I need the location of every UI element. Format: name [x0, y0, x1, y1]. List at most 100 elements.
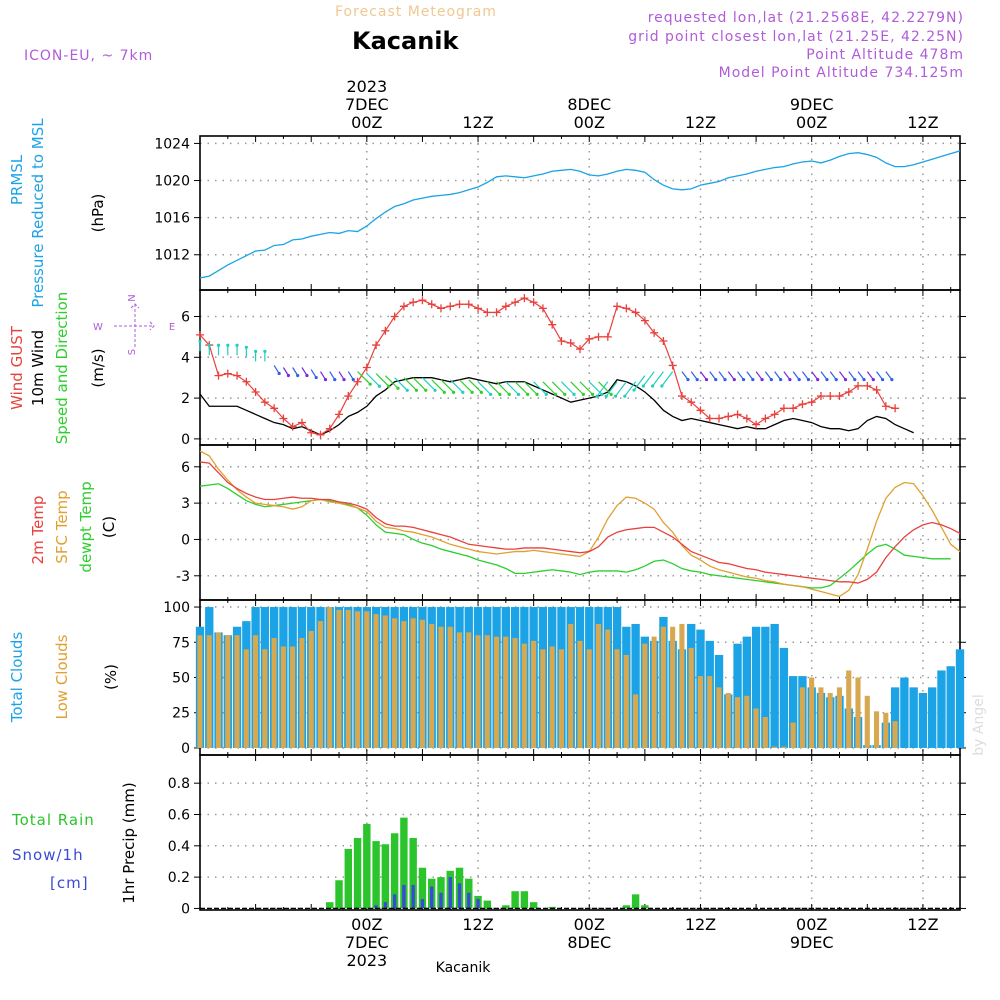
low-cloud-bar [679, 623, 685, 748]
gust-marker [752, 420, 761, 429]
model-label: ICON-EU, ~ 7km [24, 48, 153, 64]
low-cloud-bar [419, 619, 425, 748]
wind-arrow-head [723, 377, 727, 382]
y-tick-label: 75 [172, 635, 190, 651]
gust-marker [316, 430, 325, 439]
wind-arrow [394, 377, 408, 391]
gust-marker [511, 298, 520, 307]
wind-arrow-head [595, 394, 599, 398]
wind-arrow [431, 379, 445, 393]
low-cloud-bar [818, 687, 824, 748]
rain-bar [390, 833, 399, 909]
gust-marker [742, 414, 751, 423]
gust-marker [474, 304, 483, 313]
gust-marker [344, 392, 353, 401]
y-tick-label: 1012 [154, 248, 190, 264]
snow-bar [457, 883, 462, 909]
gust-marker [260, 398, 269, 407]
wind-arrow-head [286, 373, 291, 378]
low-cloud-bar [558, 649, 564, 748]
y-tick-label: 4 [181, 350, 190, 366]
wind-arrow [357, 371, 371, 385]
gust-marker [872, 385, 881, 394]
requested-location: requested lon,lat (21.2568E, 42.2279N) [648, 10, 964, 26]
y-tick-label: 6 [181, 310, 190, 326]
gust-marker [418, 296, 427, 305]
wind-arrow [366, 373, 380, 387]
snow-bar [448, 877, 452, 909]
wind-arrow-head [263, 349, 267, 353]
chart-subtitle: Forecast Meteogram [335, 4, 497, 20]
gust-marker [835, 392, 844, 401]
y-axis-label: 2m Temp [29, 496, 47, 565]
wind-gust-line [199, 297, 896, 436]
wind-arrow-head [507, 392, 511, 396]
chart-title: Kacanik [352, 27, 460, 55]
gust-marker [705, 414, 714, 423]
low-cloud-bar [688, 647, 694, 748]
wind-arrow-head [544, 392, 548, 396]
wind-arrow-head [843, 377, 848, 382]
gust-marker [640, 316, 649, 325]
gust-marker [270, 404, 279, 413]
low-cloud-bar [651, 636, 657, 748]
wind-arrow-head [825, 377, 829, 382]
gust-marker [826, 392, 835, 401]
gust-marker [372, 341, 381, 350]
y-axis-label: (hPa) [89, 194, 107, 233]
wind-arrow-head [806, 377, 811, 382]
time-label: 12Z [685, 915, 716, 934]
wind-arrow [829, 371, 837, 380]
wind-arrow-head [816, 377, 820, 382]
legend-snow-unit: [cm] [50, 874, 89, 892]
wind-arrow [727, 371, 735, 380]
y-tick-label: 1020 [154, 174, 190, 190]
wind-arrow-head [342, 377, 346, 382]
wind-arrow-head [871, 377, 875, 382]
wind-arrow-head [479, 390, 483, 394]
wind-arrow-head [623, 394, 627, 398]
rain-bar [529, 902, 538, 909]
wind-arrow-head [553, 392, 558, 396]
low-cloud-bar [762, 716, 768, 748]
wind-arrow [561, 381, 575, 395]
low-cloud-bar [493, 636, 500, 748]
gust-marker [585, 334, 594, 343]
wind-arrow [542, 381, 556, 395]
wind-arrow [690, 371, 698, 380]
wind-arrow-head [632, 388, 636, 392]
time-label: 00Z [574, 113, 605, 132]
wind-arrow [375, 373, 390, 387]
low-cloud-bar [660, 626, 666, 748]
gust-marker [881, 402, 890, 411]
wind-arrow-head [604, 394, 608, 398]
low-cloud-bar [595, 623, 602, 748]
total-cloud-bar [937, 670, 946, 748]
credit-watermark: by Angel [971, 694, 987, 755]
wind-arrow [533, 381, 547, 395]
low-cloud-bar [262, 649, 268, 748]
wind-arrow [755, 371, 763, 380]
gust-marker [548, 320, 557, 329]
compass-east: E [169, 322, 175, 333]
low-cloud-bar [734, 697, 741, 748]
snow-bar [439, 892, 443, 909]
low-cloud-bar [753, 708, 759, 748]
low-cloud-bar [809, 677, 815, 748]
wind-arrow-head [695, 377, 699, 382]
wind-arrow-head [853, 377, 857, 382]
wind-arrow-head [686, 377, 690, 382]
gust-marker [677, 392, 686, 401]
y-tick-label: 25 [172, 706, 190, 722]
low-cloud-bar [354, 611, 361, 748]
wind-arrow-head [461, 390, 465, 394]
low-cloud-bar [410, 618, 416, 748]
total-cloud-bar [918, 693, 928, 748]
snow-bar [411, 884, 415, 909]
gust-marker [816, 392, 825, 401]
low-cloud-bar [707, 676, 713, 748]
wind-arrow [709, 371, 717, 380]
gust-marker [557, 336, 566, 345]
wind-arrow [605, 381, 618, 397]
